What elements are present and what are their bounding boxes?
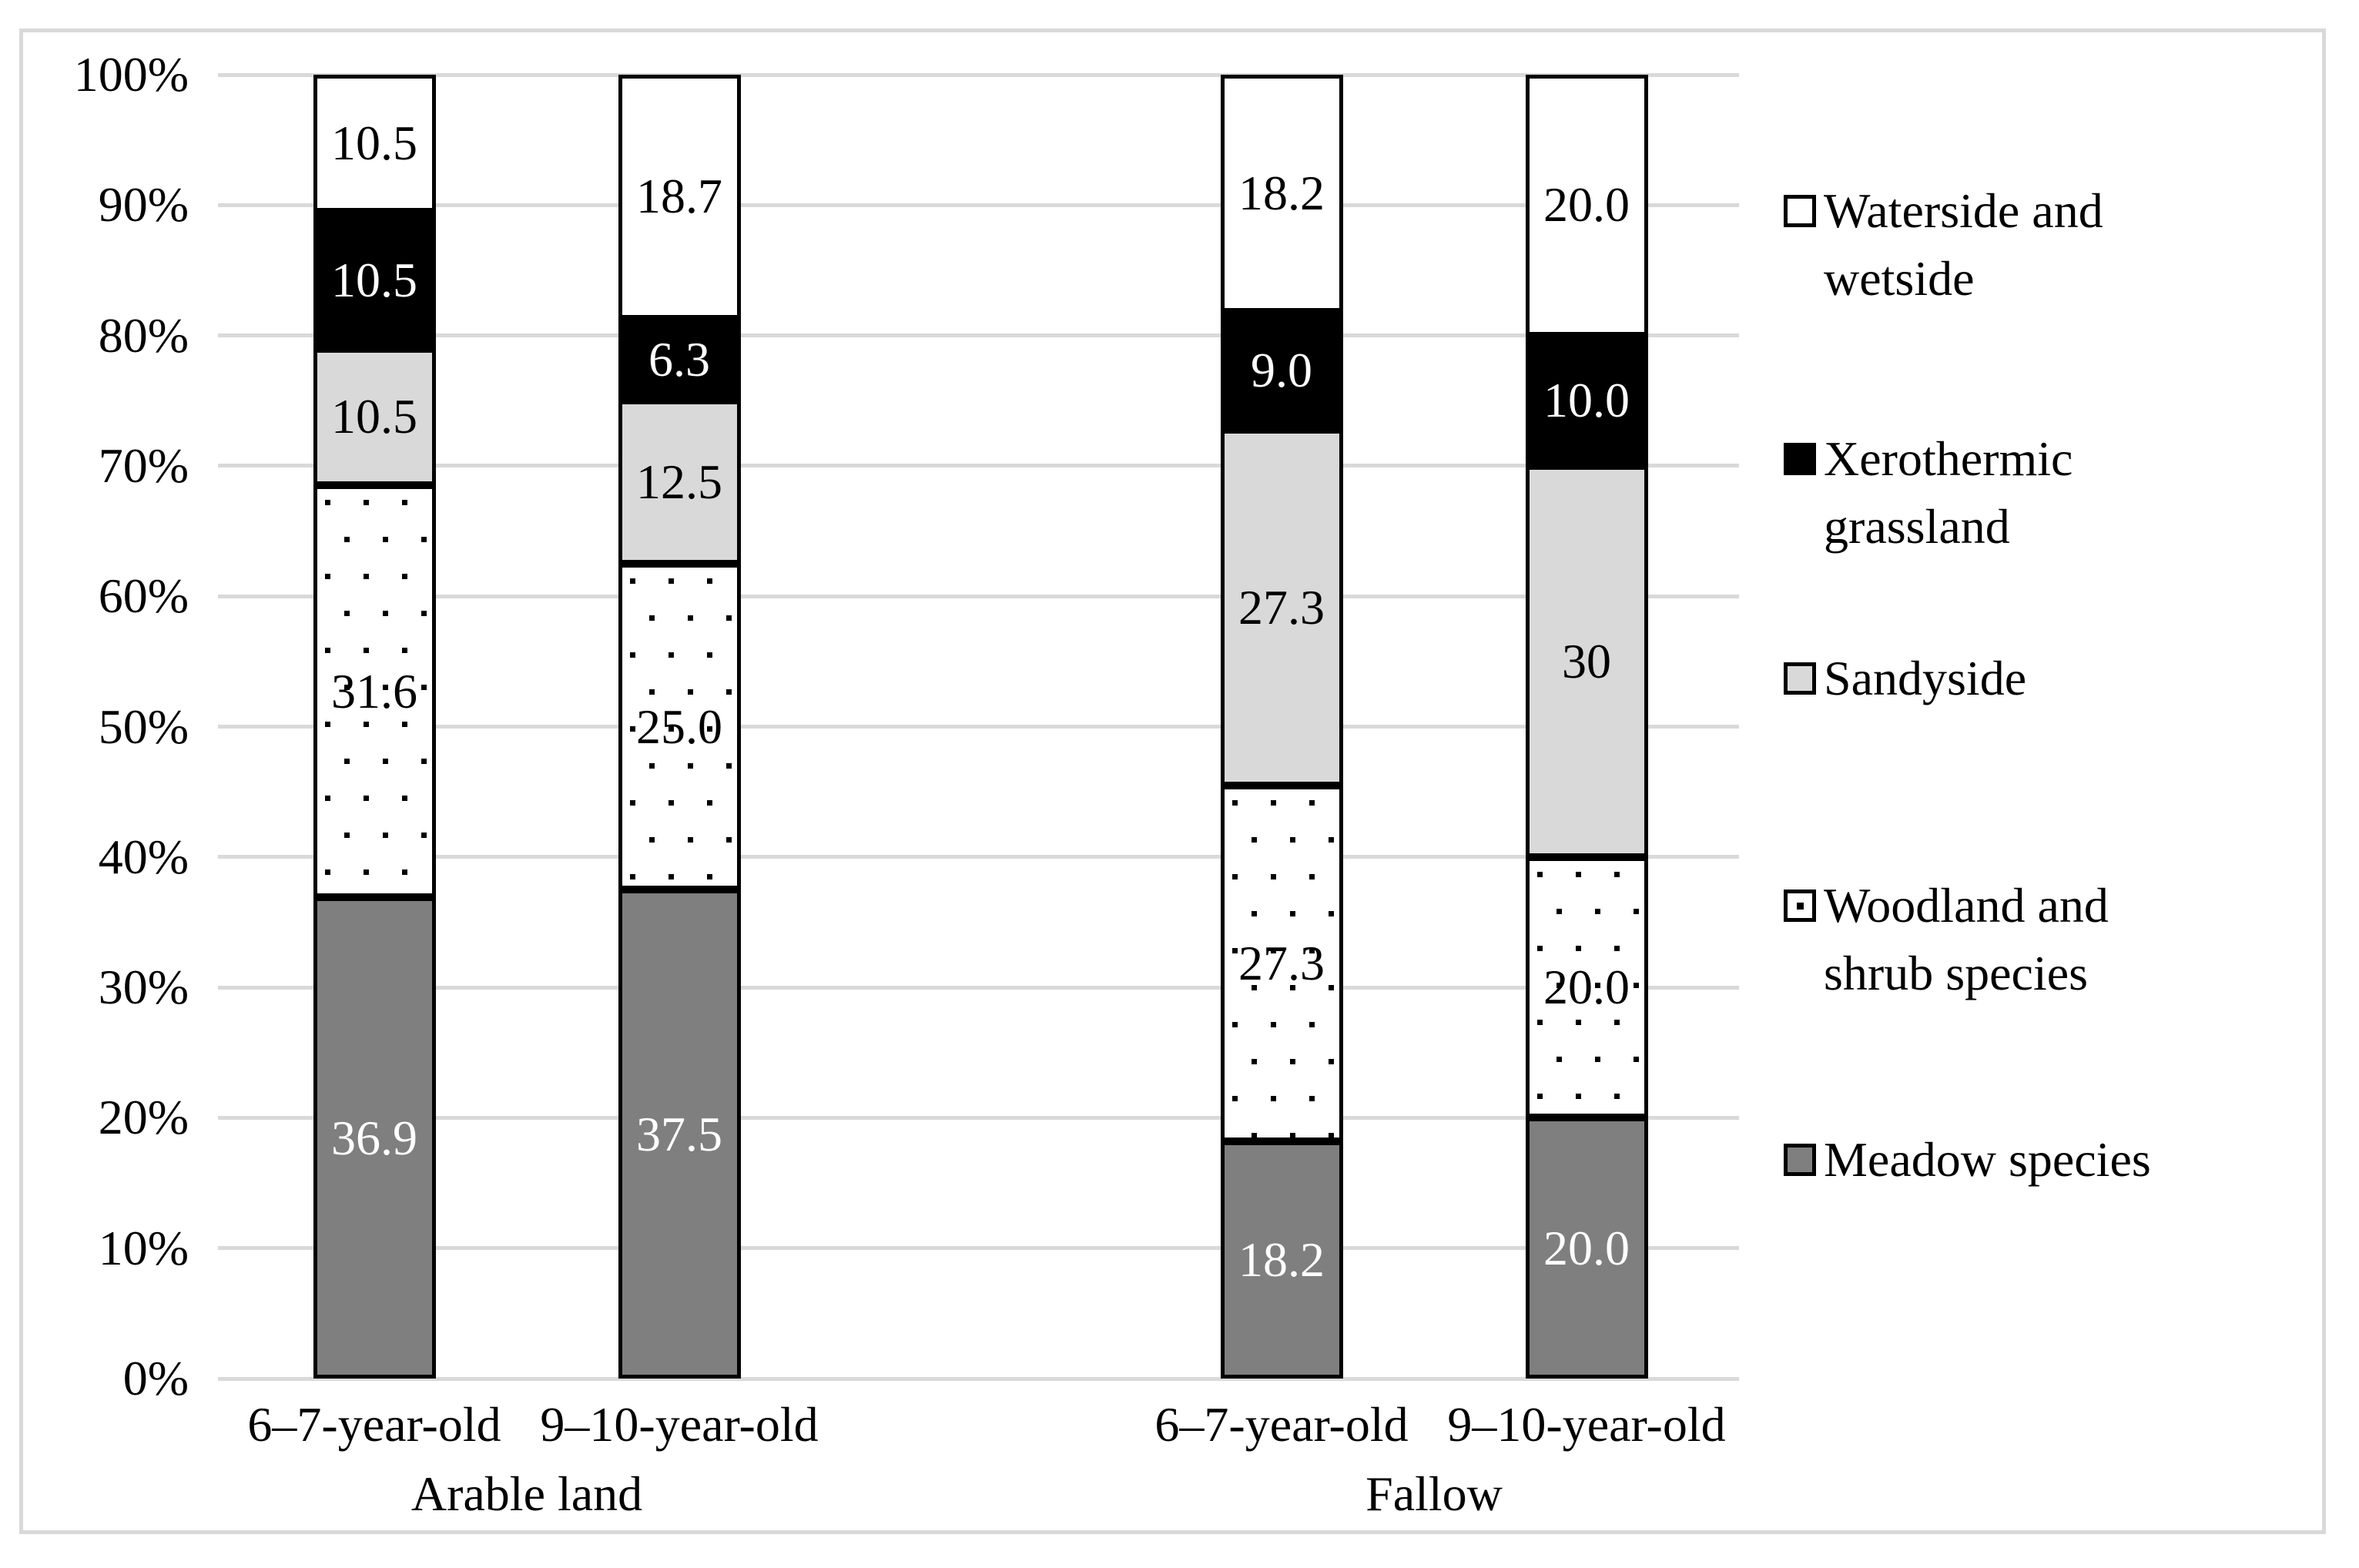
y-tick-label: 0% xyxy=(122,1351,189,1406)
data-label: 10.0 xyxy=(1543,373,1630,428)
bar-segment-waterside-and-wetside: 18.2 xyxy=(1220,75,1343,313)
y-tick-label: 20% xyxy=(98,1090,189,1145)
legend-item-label: grassland xyxy=(1824,499,2010,554)
gridline xyxy=(218,725,1739,729)
dot-pattern-fill xyxy=(622,567,737,886)
gridline xyxy=(218,594,1739,598)
y-tick-label: 100% xyxy=(73,47,189,102)
data-label: 27.3 xyxy=(1238,935,1325,990)
data-label: 9.0 xyxy=(1251,343,1312,398)
bar-segment-woodland-and-shrub-species: 25.0 xyxy=(618,563,741,890)
data-label: 18.7 xyxy=(636,169,722,224)
x-group-label: Arable land xyxy=(410,1466,643,1521)
gridline xyxy=(218,333,1739,338)
bar-segment-meadow-species: 36.9 xyxy=(313,897,436,1379)
data-label: 10.5 xyxy=(331,115,417,170)
bar-segment-sandyside: 27.3 xyxy=(1220,429,1343,786)
legend-key-woodland-and-shrub-species-icon xyxy=(1784,890,1816,922)
y-tick-label: 90% xyxy=(98,177,189,233)
y-tick-label: 70% xyxy=(98,437,189,493)
bar-segment-woodland-and-shrub-species: 31.6 xyxy=(313,485,436,898)
data-label: 18.2 xyxy=(1238,1231,1325,1287)
bar-segment-sandyside: 12.5 xyxy=(618,400,741,564)
legend-key-sandyside-icon xyxy=(1784,662,1816,695)
gridline xyxy=(218,464,1739,468)
x-category-label: 9–10-year-old xyxy=(1447,1397,1726,1452)
y-tick-label: 50% xyxy=(98,699,189,754)
data-label: 10.5 xyxy=(331,252,417,307)
gridline xyxy=(218,1376,1739,1381)
bar-segment-meadow-species: 18.2 xyxy=(1220,1141,1343,1379)
x-category-label: 6–7-year-old xyxy=(247,1397,501,1452)
data-label: 20.0 xyxy=(1543,960,1630,1015)
data-label: 36.9 xyxy=(331,1110,417,1165)
dot-pattern-fill xyxy=(1529,860,1644,1114)
x-category-label: 9–10-year-old xyxy=(540,1397,819,1452)
legend-key-dot-icon xyxy=(1796,902,1804,910)
y-tick-label: 10% xyxy=(98,1220,189,1275)
data-label: 12.5 xyxy=(636,454,722,510)
gridline xyxy=(218,1115,1739,1120)
data-label: 37.5 xyxy=(636,1106,722,1161)
bar-segment-sandyside: 30 xyxy=(1525,465,1648,857)
legend-item-label: shrub species xyxy=(1824,946,2089,1000)
x-category-label: 6–7-year-old xyxy=(1154,1397,1409,1452)
bar: 37.5 25.0 12.5 6.3 18.7 xyxy=(618,75,741,1379)
bar-segment-meadow-species: 37.5 xyxy=(618,890,741,1379)
legend-item-label: Meadow species xyxy=(1824,1132,2151,1187)
bar: 20.0 20.0 30 10.0 20.0 xyxy=(1525,75,1648,1379)
legend-item-label: Woodland and xyxy=(1824,878,2109,933)
data-label: 31.6 xyxy=(331,663,417,719)
plot-area: 36.9 31.6 10.5 10.5 10.5 37.5 25.0 12.5 6.3 18.7 1… xyxy=(218,72,1739,1381)
data-label: 10.5 xyxy=(331,389,417,444)
gridline xyxy=(218,985,1739,990)
legend-key-xerothermic-grassland-icon xyxy=(1784,443,1816,475)
x-group-label: Fallow xyxy=(1365,1466,1503,1521)
bar-segment-waterside-and-wetside: 18.7 xyxy=(618,75,741,319)
gridline xyxy=(218,72,1739,77)
legend-item-label: wetside xyxy=(1824,251,1975,306)
bar-segment-waterside-and-wetside: 20.0 xyxy=(1525,75,1648,336)
legend-key-waterside-and-wetside-icon xyxy=(1784,195,1816,227)
data-label: 6.3 xyxy=(648,331,710,387)
legend-key-meadow-species-icon xyxy=(1784,1144,1816,1176)
data-label: 27.3 xyxy=(1238,579,1325,635)
y-tick-label: 30% xyxy=(98,960,189,1015)
bar-segment-xerothermic-grassland: 6.3 xyxy=(618,318,741,401)
bar: 18.2 27.3 27.3 9.0 18.2 xyxy=(1220,75,1343,1379)
bar-segment-xerothermic-grassland: 10.5 xyxy=(313,211,436,349)
y-tick-label: 40% xyxy=(98,829,189,884)
gridline xyxy=(218,1246,1739,1251)
bar-segment-woodland-and-shrub-species: 20.0 xyxy=(1525,856,1648,1118)
data-label: 25.0 xyxy=(636,699,722,754)
y-tick-label: 60% xyxy=(98,568,189,624)
bar-segment-waterside-and-wetside: 10.5 xyxy=(313,75,436,212)
bar-segment-xerothermic-grassland: 9.0 xyxy=(1220,312,1343,430)
data-label: 20.0 xyxy=(1543,177,1630,233)
dot-pattern-fill xyxy=(317,489,432,894)
data-label: 30 xyxy=(1562,633,1611,689)
bar: 36.9 31.6 10.5 10.5 10.5 xyxy=(313,75,436,1379)
bar-segment-meadow-species: 20.0 xyxy=(1525,1117,1648,1379)
legend-item-label: Waterside and xyxy=(1824,183,2103,238)
bar-segment-xerothermic-grassland: 10.0 xyxy=(1525,335,1648,466)
gridline xyxy=(218,203,1739,207)
legend-item-label: Xerothermic xyxy=(1824,431,2073,486)
bar-segment-woodland-and-shrub-species: 27.3 xyxy=(1220,785,1343,1141)
gridline xyxy=(218,855,1739,859)
legend-item-label: Sandyside xyxy=(1824,651,2027,705)
data-label: 20.0 xyxy=(1543,1220,1630,1275)
dot-pattern-fill xyxy=(1224,789,1339,1137)
bar-segment-sandyside: 10.5 xyxy=(313,348,436,486)
data-label: 18.2 xyxy=(1238,166,1325,221)
y-tick-label: 80% xyxy=(98,307,189,363)
